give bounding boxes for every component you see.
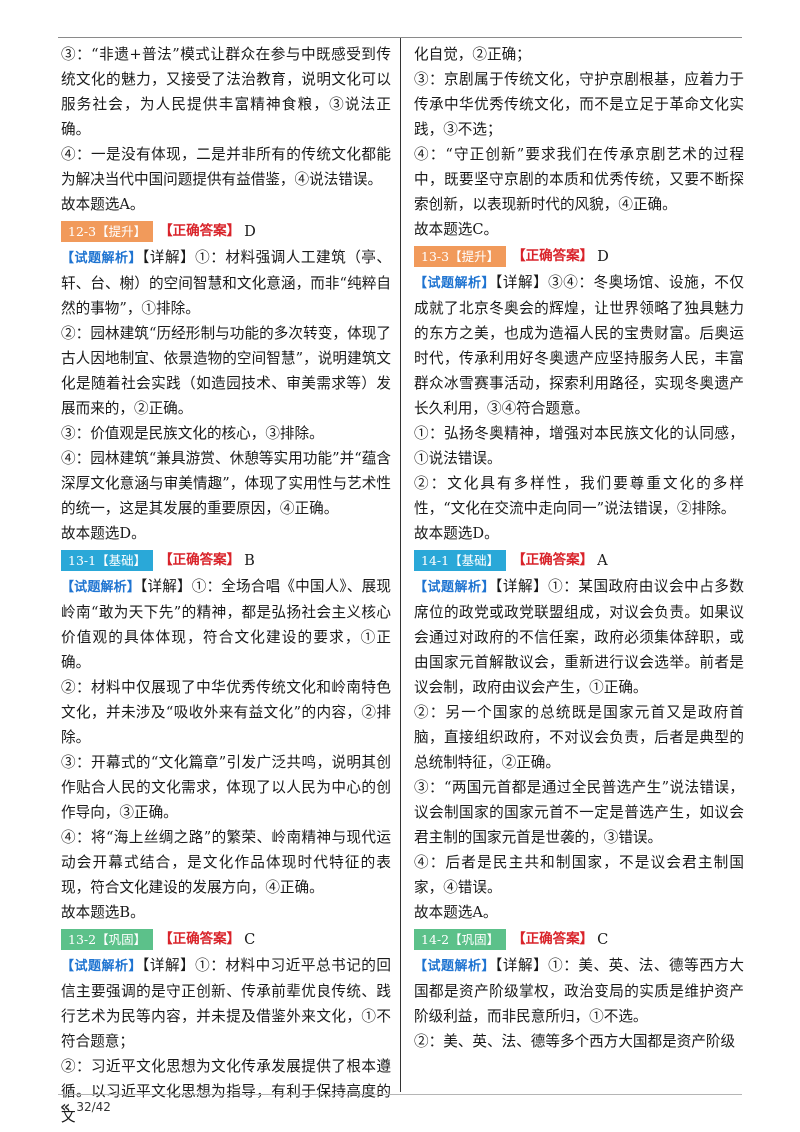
analysis-paragraph: 【试题解析】【详解】①：材料中习近平总书记的回信主要强调的是守正创新、传承前辈优… <box>61 953 391 1054</box>
body-paragraph: ③：“非遗+普法”模式让群众在参与中既感受到传统文化的魅力，又接受了法治教育，说… <box>61 46 391 138</box>
correct-answer-label: 【正确答案】 <box>512 930 594 947</box>
question-answer-line: 13-2【巩固】 【正确答案】 C <box>61 927 391 951</box>
body-paragraph: ④：后者是民主共和制国家，不是议会君主制国家，④错误。 <box>414 854 744 896</box>
body-paragraph: 故本题选D。 <box>414 525 499 542</box>
question-tag: 13-3【提升】 <box>414 245 507 267</box>
page-number: 32/42 <box>76 1099 111 1114</box>
body-paragraph: 故本题选B。 <box>61 904 145 921</box>
body-paragraph: ③：“两国元首都是通过全民普选产生”说法错误，议会制国家的国家元首不一定是普选产… <box>414 779 744 846</box>
body-paragraph: 化自觉，②正确； <box>414 46 531 63</box>
question-answer-line: 13-1【基础】 【正确答案】 B <box>61 548 391 572</box>
analysis-label: 【试题解析】 <box>414 580 496 595</box>
correct-answer-value: D <box>597 247 609 265</box>
column-divider <box>400 38 401 1092</box>
body-paragraph: ②：材料中仅展现了中华优秀传统文化和岭南特色文化，并未涉及“吸收外来有益文化”的… <box>61 679 391 746</box>
correct-answer-label: 【正确答案】 <box>512 247 594 264</box>
correct-answer-value: B <box>244 551 255 569</box>
analysis-text: 【详解】①：某国政府由议会中占多数席位的政党或政党联盟组成，对议会负责。如果议会… <box>414 578 744 696</box>
question-tag: 14-2【巩固】 <box>414 928 507 950</box>
double-chevron-icon: « <box>60 1097 71 1116</box>
analysis-text: 【详解】①：材料强调人工建筑（亭、轩、台、榭）的空间智慧和文化意涵，而非“纯粹自… <box>61 249 391 317</box>
analysis-label: 【试题解析】 <box>414 276 496 291</box>
analysis-label: 【试题解析】 <box>414 959 496 974</box>
analysis-text: 【详解】③④：冬奥场馆、设施，不仅成就了北京冬奥会的辉煌，让世界领略了独具魅力的… <box>414 274 744 417</box>
question-answer-line: 12-3【提升】 【正确答案】 D <box>61 219 391 243</box>
body-paragraph: ②：习近平文化思想为文化传承发展提供了根本遵循。以习近平文化思想为指导，有利于保… <box>61 1058 391 1125</box>
body-paragraph: 故本题选A。 <box>61 196 145 213</box>
body-paragraph: ④：“守正创新”要求我们在传承京剧艺术的过程中，既要坚守京剧的本质和优秀传统，又… <box>414 146 744 213</box>
body-paragraph: ②：文化具有多样性，我们要尊重文化的多样性，“文化在交流中走向同一”说法错误，②… <box>414 475 744 517</box>
body-paragraph: ③：京剧属于传统文化，守护京剧根基，应着力于传承中华优秀传统文化，而不是立足于革… <box>414 71 744 138</box>
analysis-label: 【试题解析】 <box>61 959 143 974</box>
question-answer-line: 14-2【巩固】 【正确答案】 C <box>414 927 744 951</box>
header-rule <box>58 37 742 38</box>
correct-answer-value: D <box>244 222 256 240</box>
body-paragraph: ③：价值观是民族文化的核心，③排除。 <box>61 425 324 442</box>
correct-answer-value: A <box>597 551 608 569</box>
question-tag: 12-3【提升】 <box>61 220 154 242</box>
footer-rule <box>58 1094 742 1095</box>
correct-answer-value: C <box>244 930 256 948</box>
analysis-paragraph: 【试题解析】【详解】①：某国政府由议会中占多数席位的政党或政党联盟组成，对议会负… <box>414 574 744 700</box>
correct-answer-label: 【正确答案】 <box>512 551 594 568</box>
body-paragraph: ③：开幕式的“文化篇章”引发广泛共鸣，说明其创作贴合人民的文化需求，体现了以人民… <box>61 754 391 821</box>
body-paragraph: ②：另一个国家的总统既是国家元首又是政府首脑，直接组织政府，不对议会负责，后者是… <box>414 704 744 771</box>
body-paragraph: ②：园林建筑“历经形制与功能的多次转变，体现了古人因地制宜、依景造物的空间智慧”… <box>61 325 391 417</box>
analysis-paragraph: 【试题解析】【详解】③④：冬奥场馆、设施，不仅成就了北京冬奥会的辉煌，让世界领略… <box>414 270 744 421</box>
question-tag: 14-1【基础】 <box>414 549 507 571</box>
body-paragraph: 故本题选A。 <box>414 904 498 921</box>
analysis-paragraph: 【试题解析】【详解】①：美、英、法、德等西方大国都是资产阶级掌权，政治变局的实质… <box>414 953 744 1029</box>
correct-answer-label: 【正确答案】 <box>159 930 241 947</box>
body-paragraph: ④：将“海上丝绸之路”的繁荣、岭南精神与现代运动会开幕式结合，是文化作品体现时代… <box>61 829 391 896</box>
analysis-paragraph: 【试题解析】【详解】①：全场合唱《中国人》、展现岭南“敢为天下先”的精神，都是弘… <box>61 574 391 675</box>
correct-answer-label: 【正确答案】 <box>159 551 241 568</box>
question-answer-line: 13-3【提升】 【正确答案】 D <box>414 244 744 268</box>
body-paragraph: 故本题选D。 <box>61 525 146 542</box>
correct-answer-value: C <box>597 930 609 948</box>
page-footer: « 32/42 <box>60 1097 111 1116</box>
analysis-text: 【详解】①：全场合唱《中国人》、展现岭南“敢为天下先”的精神，都是弘扬社会主义核… <box>61 578 391 671</box>
body-paragraph: ④：园林建筑“兼具游赏、休憩等实用功能”并“蕴含深厚文化意涵与审美情趣”，体现了… <box>61 450 391 517</box>
analysis-paragraph: 【试题解析】【详解】①：材料强调人工建筑（亭、轩、台、榭）的空间智慧和文化意涵，… <box>61 245 391 321</box>
body-paragraph: ①：弘扬冬奥精神，增强对本民族文化的认同感，①说法错误。 <box>414 425 744 467</box>
question-tag: 13-2【巩固】 <box>61 928 154 950</box>
analysis-label: 【试题解析】 <box>61 251 143 266</box>
analysis-label: 【试题解析】 <box>61 580 141 595</box>
analysis-text: 【详解】①：美、英、法、德等西方大国都是资产阶级掌权，政治变局的实质是维护资产阶… <box>414 957 744 1025</box>
analysis-text: 【详解】①：材料中习近平总书记的回信主要强调的是守正创新、传承前辈优良传统、践行… <box>61 957 391 1050</box>
right-column: 化自觉，②正确； ③：京剧属于传统文化，守护京剧根基，应着力于传承中华优秀传统文化… <box>414 42 744 1054</box>
question-answer-line: 14-1【基础】 【正确答案】 A <box>414 548 744 572</box>
body-paragraph: ②：美、英、法、德等多个西方大国都是资产阶级 <box>414 1033 736 1050</box>
correct-answer-label: 【正确答案】 <box>159 222 241 239</box>
body-paragraph: 故本题选C。 <box>414 221 499 238</box>
body-paragraph: ④：一是没有体现，二是并非所有的传统文化都能为解决当代中国问题提供有益借鉴，④说… <box>61 146 391 188</box>
left-column: ③：“非遗+普法”模式让群众在参与中既感受到传统文化的魅力，又接受了法治教育，说… <box>61 42 391 1129</box>
question-tag: 13-1【基础】 <box>61 549 154 571</box>
